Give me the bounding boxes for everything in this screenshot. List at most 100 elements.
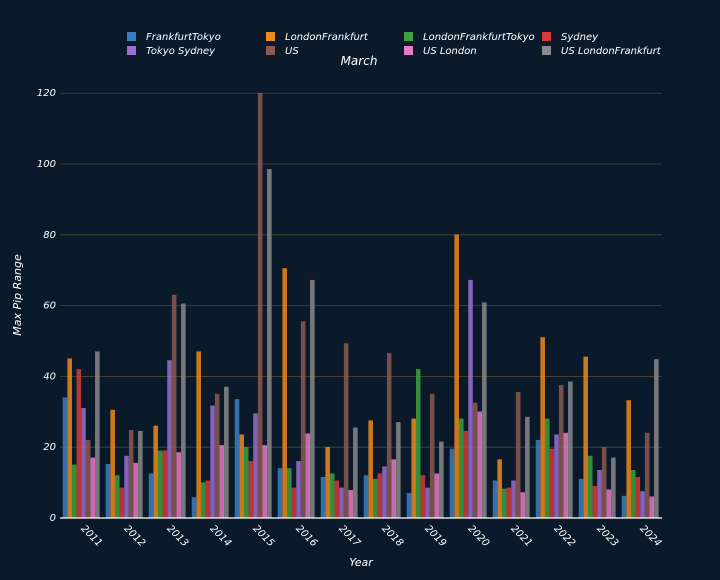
bar bbox=[472, 402, 478, 519]
bar bbox=[468, 279, 473, 519]
bar bbox=[592, 485, 598, 519]
bar bbox=[477, 411, 482, 519]
x-tick-label: 2023 bbox=[594, 523, 620, 549]
bar bbox=[554, 434, 559, 519]
bar bbox=[429, 393, 435, 519]
bar bbox=[411, 418, 416, 519]
legend: FrankfurtTokyo LondonFrankfurt LondonFrank… bbox=[127, 32, 662, 57]
bar bbox=[262, 445, 267, 519]
bar bbox=[62, 397, 68, 519]
bar bbox=[454, 234, 459, 519]
bar bbox=[391, 459, 396, 519]
bar bbox=[257, 93, 263, 519]
bar bbox=[115, 475, 120, 519]
x-tick-label: 2019 bbox=[422, 523, 448, 549]
bar bbox=[368, 420, 373, 519]
bar bbox=[502, 488, 507, 519]
bar bbox=[621, 495, 627, 519]
legend-swatch bbox=[542, 32, 551, 41]
bar bbox=[310, 279, 315, 519]
bar bbox=[81, 408, 86, 519]
y-axis-title: Max Pip Range bbox=[11, 254, 24, 336]
bar bbox=[439, 441, 444, 519]
bar bbox=[459, 418, 464, 519]
bar bbox=[463, 431, 469, 519]
bar bbox=[568, 381, 573, 519]
bar bbox=[416, 369, 421, 519]
bar bbox=[133, 462, 138, 519]
bar bbox=[224, 386, 229, 519]
bar bbox=[520, 492, 525, 519]
bar bbox=[578, 478, 584, 519]
bar bbox=[119, 487, 125, 519]
bar bbox=[644, 432, 650, 519]
bar bbox=[339, 487, 344, 519]
legend-swatch bbox=[266, 32, 275, 41]
bar bbox=[583, 356, 588, 519]
x-tick-label: 2020 bbox=[465, 523, 491, 549]
bar bbox=[626, 400, 631, 519]
bar bbox=[267, 169, 272, 519]
bar bbox=[90, 457, 95, 519]
bars bbox=[62, 93, 659, 519]
bar bbox=[191, 497, 197, 519]
chart-title: March bbox=[341, 54, 378, 68]
bar bbox=[540, 337, 545, 519]
bar bbox=[176, 452, 181, 519]
bar bbox=[244, 447, 249, 519]
legend-label: Tokyo Sydney bbox=[146, 46, 216, 57]
bar bbox=[588, 455, 593, 519]
bar bbox=[167, 360, 172, 519]
bar bbox=[535, 439, 541, 519]
legend-label: FrankfurtTokyo bbox=[146, 32, 221, 43]
bar bbox=[640, 491, 645, 519]
legend-swatch bbox=[127, 32, 136, 41]
legend-swatch bbox=[266, 46, 275, 55]
bar bbox=[382, 466, 387, 519]
bar bbox=[386, 353, 392, 519]
y-tick-label: 80 bbox=[43, 230, 56, 241]
y-tick-label: 120 bbox=[37, 88, 56, 99]
legend-swatch bbox=[404, 32, 413, 41]
legend-label: LondonFrankfurtTokyo bbox=[423, 32, 535, 43]
bar bbox=[558, 385, 564, 519]
x-tick-label: 2013 bbox=[164, 523, 190, 549]
y-tick-label: 20 bbox=[43, 442, 56, 453]
bar bbox=[282, 268, 287, 519]
bar bbox=[196, 351, 201, 519]
bar bbox=[515, 392, 521, 519]
bar bbox=[597, 470, 602, 519]
bar bbox=[124, 455, 129, 519]
bar bbox=[234, 399, 240, 519]
bar bbox=[511, 480, 516, 519]
x-tick-label: 2022 bbox=[551, 523, 577, 549]
bar bbox=[482, 302, 487, 519]
bar bbox=[162, 450, 168, 519]
bar bbox=[420, 475, 426, 519]
legend-label: US LondonFrankfurt bbox=[561, 46, 662, 57]
bar bbox=[525, 416, 530, 519]
bar bbox=[343, 343, 349, 519]
bar bbox=[320, 477, 326, 519]
x-axis-title: Year bbox=[349, 556, 374, 569]
bar bbox=[497, 459, 502, 519]
bar bbox=[248, 461, 254, 519]
x-tick-label: 2012 bbox=[121, 523, 147, 549]
bar bbox=[325, 447, 330, 519]
bar bbox=[205, 480, 211, 519]
bar bbox=[601, 447, 607, 519]
bar bbox=[148, 473, 154, 519]
bar bbox=[434, 473, 439, 519]
legend-label: Sydney bbox=[561, 32, 599, 43]
bar bbox=[545, 418, 550, 519]
bar bbox=[153, 425, 158, 519]
bar bbox=[506, 487, 512, 519]
legend-swatch bbox=[542, 46, 551, 55]
bar bbox=[219, 445, 224, 519]
bar bbox=[67, 358, 72, 519]
bar bbox=[635, 477, 641, 519]
bar bbox=[296, 461, 301, 519]
bar bbox=[549, 448, 555, 519]
